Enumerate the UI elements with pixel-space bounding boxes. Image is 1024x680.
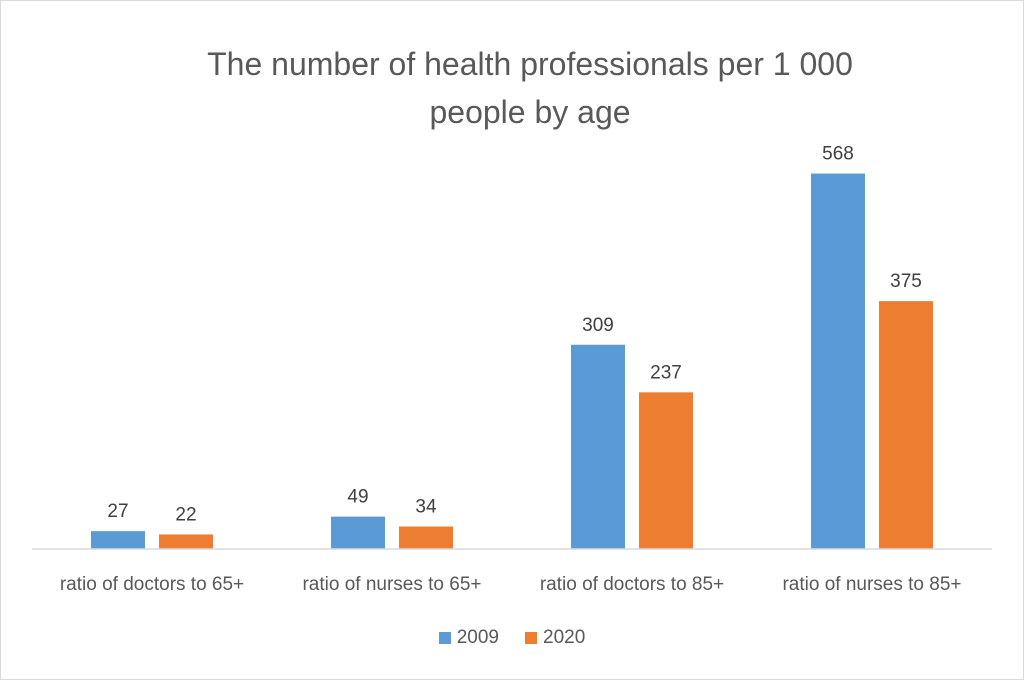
chart-title-line-1: The number of health professionals per 1… [207,46,853,82]
legend-item-2020: 2020 [525,627,585,649]
x-tick-label-4: ratio of nurses to 85+ [782,574,961,595]
data-label-2009-3: 309 [582,315,614,336]
bar-2020-4 [879,301,933,549]
legend-item-2009: 2009 [438,627,499,649]
bar-2020-2 [399,526,453,549]
data-label-2009-2: 49 [347,487,368,508]
bar-2009-4 [811,173,865,549]
data-label-2020-3: 237 [650,362,682,383]
legend: 2009 2020 [0,624,1024,652]
chart-title-line-2: people by age [429,94,631,130]
data-label-2020-1: 22 [175,504,196,525]
x-tick-label-3: ratio of doctors to 85+ [540,574,724,595]
x-tick-label-2: ratio of nurses to 65+ [302,574,481,595]
bar-2009-3 [571,344,625,549]
legend-swatch-2020 [525,632,537,644]
legend-label-2020: 2020 [543,627,586,648]
legend-label-2009: 2009 [456,627,499,648]
x-tick-label-1: ratio of doctors to 65+ [60,574,244,595]
data-label-2009-4: 568 [822,144,854,165]
bar-2009-1 [91,531,145,549]
data-label-2020-4: 375 [890,271,922,292]
legend-swatch-2009 [438,632,451,644]
data-label-2009-1: 27 [107,501,128,522]
bar-2020-3 [639,392,693,549]
bar-2020-1 [159,534,213,549]
bar-2009-2 [331,516,385,549]
chart-title: The number of health professionals per 1… [80,40,980,136]
data-label-2020-2: 34 [415,497,437,518]
